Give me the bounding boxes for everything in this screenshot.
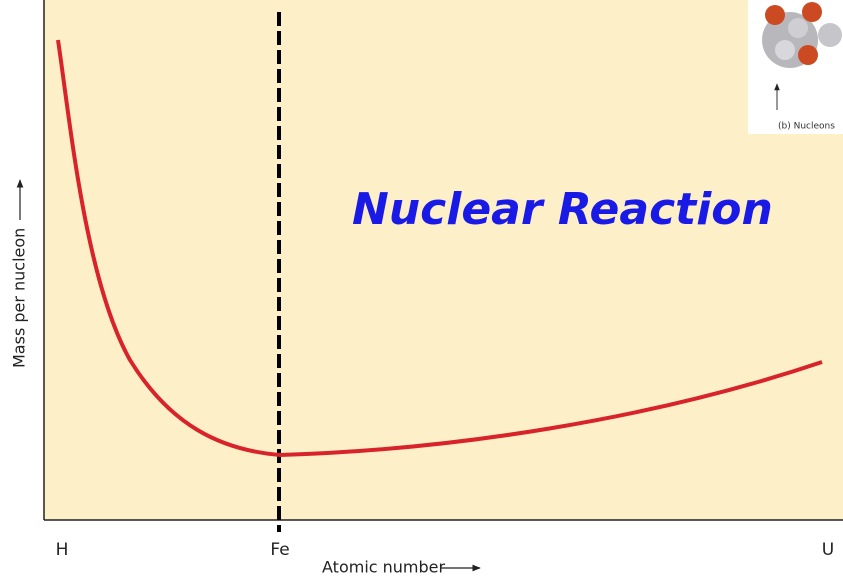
nucleus-inset: (b) Nucleons xyxy=(748,0,843,134)
title: Nuclear Reaction xyxy=(352,184,773,235)
inset-caption: (b) Nucleons xyxy=(778,122,835,132)
x-axis-label: Atomic number xyxy=(322,558,446,577)
x-tick-label: U xyxy=(822,540,834,560)
y-axis-label: Mass per nucleon xyxy=(10,228,29,368)
chart: (b) Nucleons Nuclear Reaction H Fe U Ato… xyxy=(0,0,843,582)
x-tick-label: H xyxy=(56,540,69,560)
x-tick-label: Fe xyxy=(270,540,289,560)
